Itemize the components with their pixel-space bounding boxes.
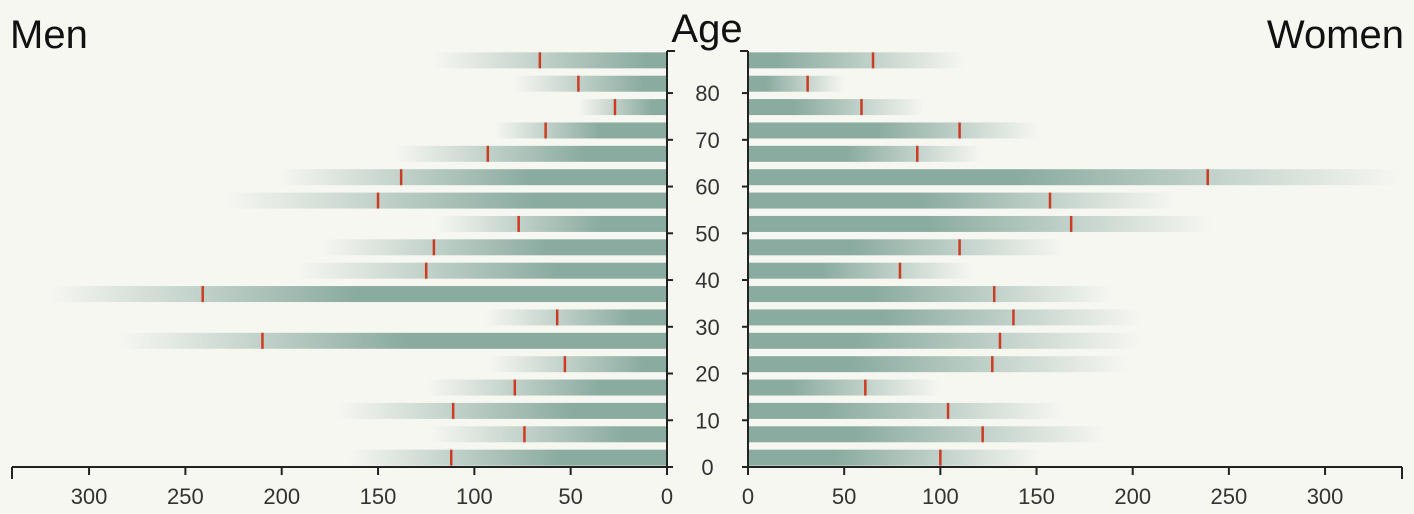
men-bar-age-77 — [578, 99, 667, 116]
women-x-tick-label-0: 0 — [742, 484, 754, 509]
women-x-tick-label-150: 150 — [1018, 484, 1055, 509]
men-bar-age-37 — [46, 286, 668, 303]
age-tick-label-70: 70 — [695, 128, 719, 153]
women-bar-age-57 — [748, 192, 1177, 209]
age-tick-label-50: 50 — [695, 221, 719, 246]
men-bar-age-7 — [428, 426, 667, 443]
women-bar-age-62 — [748, 169, 1402, 186]
men-bar-age-52 — [435, 215, 667, 232]
women-bar-age-17 — [748, 379, 941, 396]
men-x-tick-label-300: 300 — [71, 484, 108, 509]
men-bar-age-82 — [512, 75, 667, 92]
men-bar-age-57 — [223, 192, 668, 209]
women-x-tick-label-200: 200 — [1114, 484, 1151, 509]
women-bar-age-12 — [748, 402, 1066, 419]
age-tick-label-30: 30 — [695, 315, 719, 340]
men-x-tick-label-0: 0 — [661, 484, 673, 509]
women-bar-age-87 — [748, 52, 966, 69]
men-bar-age-67 — [393, 145, 667, 162]
women-bar-age-77 — [748, 99, 925, 116]
age-axis-title: Age — [671, 7, 742, 51]
women-bar-age-22 — [748, 356, 1129, 373]
women-bar-age-67 — [748, 145, 983, 162]
axes-layer — [11, 50, 1403, 479]
men-bar-age-42 — [295, 262, 667, 279]
men-bar-age-62 — [275, 169, 667, 186]
men-bar-age-22 — [487, 356, 667, 373]
age-tick-label-0: 0 — [701, 455, 713, 480]
women-bar-age-37 — [748, 286, 1114, 303]
women-bar-age-27 — [748, 332, 1143, 349]
men-bar-age-12 — [335, 402, 667, 419]
women-x-tick-label-100: 100 — [922, 484, 959, 509]
men-bar-age-2 — [347, 449, 667, 466]
women-bar-age-2 — [748, 449, 1043, 466]
men-x-tick-label-50: 50 — [558, 484, 582, 509]
age-tick-label-10: 10 — [695, 408, 719, 433]
age-tick-label-40: 40 — [695, 268, 719, 293]
age-tick-label-80: 80 — [695, 81, 719, 106]
women-x-tick-label-250: 250 — [1211, 484, 1248, 509]
men-bar-age-87 — [431, 52, 667, 69]
men-bar-age-72 — [493, 122, 667, 139]
men-bar-age-17 — [426, 379, 667, 396]
women-bar-age-52 — [748, 215, 1214, 232]
women-bar-age-32 — [748, 309, 1143, 326]
women-x-tick-label-50: 50 — [832, 484, 856, 509]
men-x-tick-label-150: 150 — [360, 484, 397, 509]
women-bar-age-7 — [748, 426, 1108, 443]
men-x-tick-label-100: 100 — [456, 484, 493, 509]
women-bar-age-72 — [748, 122, 1041, 139]
women-label: Women — [1267, 13, 1404, 57]
men-x-tick-label-200: 200 — [263, 484, 300, 509]
estimate-markers-layer — [201, 52, 1209, 466]
men-bar-age-27 — [117, 332, 668, 349]
women-x-tick-label-300: 300 — [1307, 484, 1344, 509]
age-tick-label-60: 60 — [695, 175, 719, 200]
men-label: Men — [10, 13, 88, 57]
age-tick-label-20: 20 — [695, 362, 719, 387]
women-bar-age-42 — [748, 262, 974, 279]
tick-labels-layer: 0 10 20 30 40 50 60 70 80 0 0 50 50 100 100 150 150 200 20… — [71, 81, 1344, 509]
women-bar-age-82 — [748, 75, 845, 92]
men-bar-age-32 — [483, 309, 667, 326]
women-bar-age-47 — [748, 239, 1066, 256]
men-x-tick-label-250: 250 — [167, 484, 204, 509]
men-bar-age-47 — [320, 239, 667, 256]
bars-layer — [46, 52, 1402, 466]
